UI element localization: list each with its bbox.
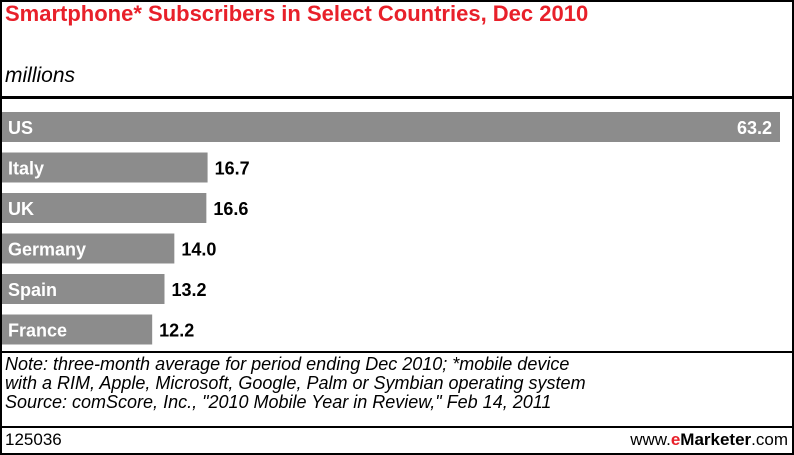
value-label-uk: 16.6	[213, 199, 248, 219]
category-label-france: France	[8, 321, 67, 341]
brand-name: Marketer	[680, 430, 752, 449]
top-rule	[2, 96, 794, 99]
source-line: Source: comScore, Inc., "2010 Mobile Yea…	[5, 392, 552, 412]
brand-logo: www.eMarketer.com	[630, 430, 788, 450]
bar-france	[2, 314, 153, 345]
chart-notes: Note: three-month average for period end…	[5, 355, 790, 412]
bar-us	[2, 112, 780, 142]
category-label-uk: UK	[8, 199, 34, 219]
bar-chart: US 63.2 Italy 16.7 UK 16.6 Germany 14.0 Spain 13.…	[2, 112, 780, 345]
category-label-us: US	[8, 118, 33, 138]
chart-subtitle: millions	[5, 64, 76, 87]
bar-uk	[2, 193, 207, 223]
notes-rule	[2, 351, 794, 353]
value-label-us: 63.2	[737, 118, 772, 138]
brand-suffix: .com	[751, 430, 788, 449]
footer-rule	[2, 426, 794, 428]
value-label-germany: 14.0	[181, 240, 216, 260]
category-label-italy: Italy	[8, 159, 44, 179]
value-label-france: 12.2	[159, 321, 194, 341]
brand-prefix: www.	[630, 430, 671, 449]
bar-spain	[2, 274, 165, 304]
note-line-2: with a RIM, Apple, Microsoft, Google, Pa…	[5, 373, 586, 393]
note-line-1: Note: three-month average for period end…	[5, 354, 570, 374]
bar-germany	[2, 233, 175, 264]
chart-title: Smartphone* Subscribers in Select Countr…	[5, 1, 589, 26]
chart-id: 125036	[5, 430, 62, 449]
value-label-italy: 16.7	[215, 159, 250, 179]
category-label-germany: Germany	[8, 240, 86, 260]
value-label-spain: 13.2	[171, 280, 206, 300]
brand-e: e	[670, 430, 681, 449]
category-label-spain: Spain	[8, 280, 57, 300]
bar-italy	[2, 152, 208, 183]
